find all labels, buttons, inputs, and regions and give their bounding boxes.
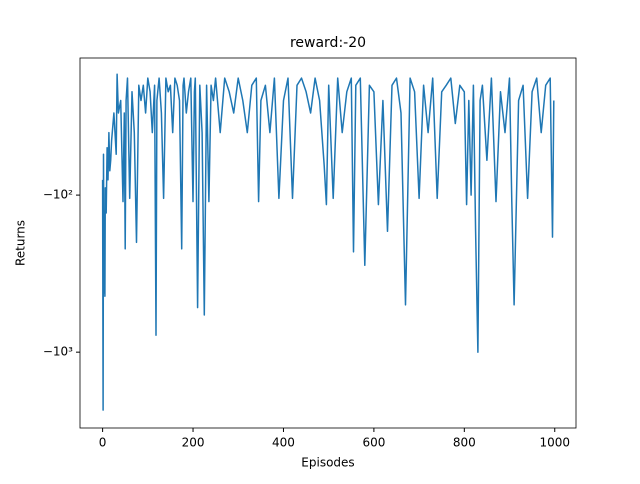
x-tick-label: 200 <box>182 436 205 450</box>
plot-frame <box>79 57 577 429</box>
x-tick-label: 800 <box>453 436 476 450</box>
y-tick-label: −10³ <box>43 345 73 359</box>
chart-title: reward:-20 <box>290 35 366 51</box>
line-series <box>101 73 555 411</box>
x-tick-label: 0 <box>99 436 107 450</box>
y-axis-label: Returns <box>14 220 28 266</box>
x-tick-label: 1000 <box>539 436 570 450</box>
x-tick-label: 600 <box>362 436 385 450</box>
y-tick-label: −10² <box>43 188 73 202</box>
x-tick-label: 400 <box>272 436 295 450</box>
x-axis-label: Episodes <box>301 456 354 470</box>
